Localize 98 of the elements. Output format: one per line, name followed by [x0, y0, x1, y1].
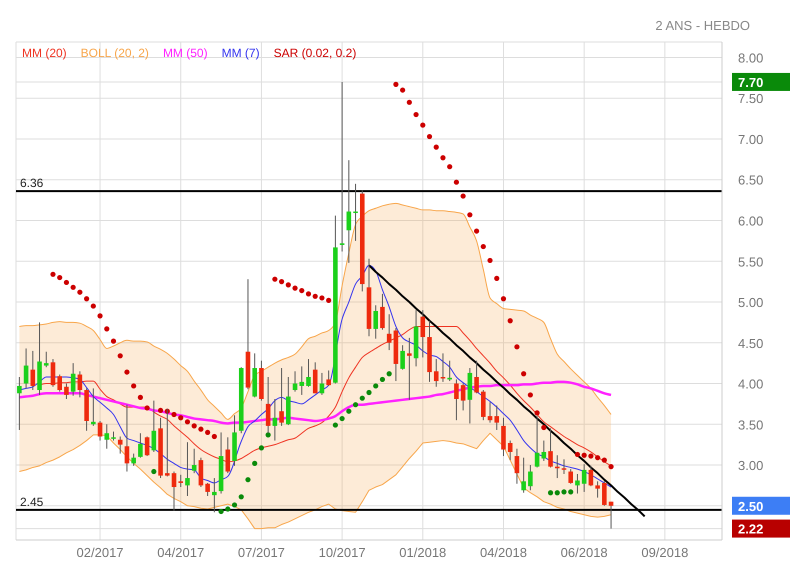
candlestick — [582, 464, 586, 492]
y-tick-label: 3.50 — [738, 417, 764, 432]
x-tick-label: 09/2018 — [641, 545, 688, 560]
candlestick — [353, 183, 358, 242]
candlestick — [299, 366, 304, 396]
candlestick — [24, 348, 28, 389]
y-tick-label: 7.50 — [738, 91, 764, 106]
candlestick — [494, 405, 500, 430]
candlestick — [272, 398, 278, 442]
candlestick — [306, 358, 311, 388]
candlestick — [152, 400, 156, 452]
candlestick — [30, 350, 36, 391]
candlestick — [534, 416, 540, 468]
candlestick — [528, 464, 533, 491]
candlestick — [78, 370, 82, 398]
y-tick-label: 7.00 — [738, 132, 764, 147]
candlestick — [575, 473, 580, 494]
candlestick — [346, 160, 352, 264]
candlestick — [508, 440, 512, 461]
candlestick — [554, 454, 560, 479]
candlestick — [44, 351, 49, 368]
x-tick-label: 04/2018 — [480, 545, 527, 560]
x-tick-label: 10/2017 — [318, 545, 366, 560]
candlestick — [434, 358, 439, 388]
candlestick — [440, 352, 446, 382]
y-tick-label: 5.50 — [738, 254, 764, 270]
candlestick — [292, 370, 298, 392]
y-tick-label: 2.50 — [738, 498, 764, 514]
text: BOLL (20, 2) — [80, 46, 149, 60]
x-tick-label: 07/2017 — [238, 545, 285, 560]
y-tick-label: 6.50 — [738, 172, 764, 188]
y-tick-label: 3.00 — [738, 458, 764, 474]
x-tick-label: 04/2017 — [157, 545, 204, 560]
candlestick — [212, 478, 217, 513]
candlestick — [17, 376, 22, 430]
candlestick — [50, 358, 56, 388]
candlestick — [514, 448, 520, 484]
candlestick — [64, 383, 69, 400]
text: MM (50) — [162, 46, 208, 60]
candlestick — [447, 360, 452, 382]
text: SAR (0.02, 0.2) — [274, 46, 356, 60]
y-tick-label: 8.00 — [738, 50, 764, 66]
x-tick-label: 02/2017 — [76, 545, 124, 560]
candlestick — [312, 362, 318, 394]
text: MM (20) — [22, 46, 67, 60]
ref-line-label: 6.36 — [20, 176, 44, 190]
candlestick — [320, 372, 324, 396]
y-tick-label: 2.22 — [738, 522, 764, 537]
candlestick — [521, 457, 526, 494]
candlestick — [542, 440, 546, 462]
chart-subtitle: 2 ANS - HEBDO — [655, 18, 750, 33]
line-series — [18, 264, 612, 488]
candlestick — [279, 368, 284, 426]
candlestick — [192, 448, 196, 474]
candlestick — [98, 420, 102, 442]
candlestick — [454, 378, 459, 421]
text: MM (7) — [222, 46, 260, 60]
candlestick — [226, 436, 230, 474]
candlestick — [602, 480, 607, 506]
candlestick — [131, 453, 136, 466]
candlestick — [460, 383, 466, 411]
candlestick — [91, 388, 96, 426]
candlestick — [138, 432, 143, 458]
candlestick — [608, 501, 614, 530]
y-tick-label: 7.70 — [738, 74, 764, 90]
candlestick — [205, 482, 210, 496]
candlestick — [178, 474, 184, 488]
candlestick — [595, 480, 600, 498]
candlestick — [185, 442, 190, 496]
candlestick — [124, 404, 130, 472]
candlestick — [588, 465, 594, 487]
y-tick-label: 4.00 — [738, 376, 764, 392]
y-tick-label: 4.50 — [738, 336, 764, 351]
y-tick-label: 6.00 — [738, 214, 764, 228]
candlestick — [118, 436, 123, 454]
candlestick — [568, 468, 574, 484]
candlestick — [386, 314, 392, 351]
candlestick — [326, 370, 331, 386]
candlestick — [488, 402, 492, 424]
line-series — [18, 202, 612, 420]
y-tick-label: 5.00 — [738, 295, 764, 310]
candlestick — [380, 293, 385, 330]
candlestick — [562, 458, 566, 474]
candlestick — [501, 417, 506, 457]
candlestick — [548, 428, 553, 468]
candlestick — [373, 304, 378, 340]
x-tick-label: 06/2018 — [560, 545, 608, 560]
x-tick-label: 01/2018 — [399, 545, 446, 560]
candlestick — [400, 344, 405, 370]
candlestick — [104, 424, 110, 450]
candlestick — [420, 310, 426, 358]
candlestick — [70, 362, 76, 396]
candlestick — [474, 360, 479, 394]
candlestick — [144, 436, 150, 457]
candlestick — [172, 471, 176, 512]
ref-line-label: 2.45 — [20, 494, 44, 509]
candlestick — [57, 374, 62, 392]
candlestick — [407, 337, 412, 400]
